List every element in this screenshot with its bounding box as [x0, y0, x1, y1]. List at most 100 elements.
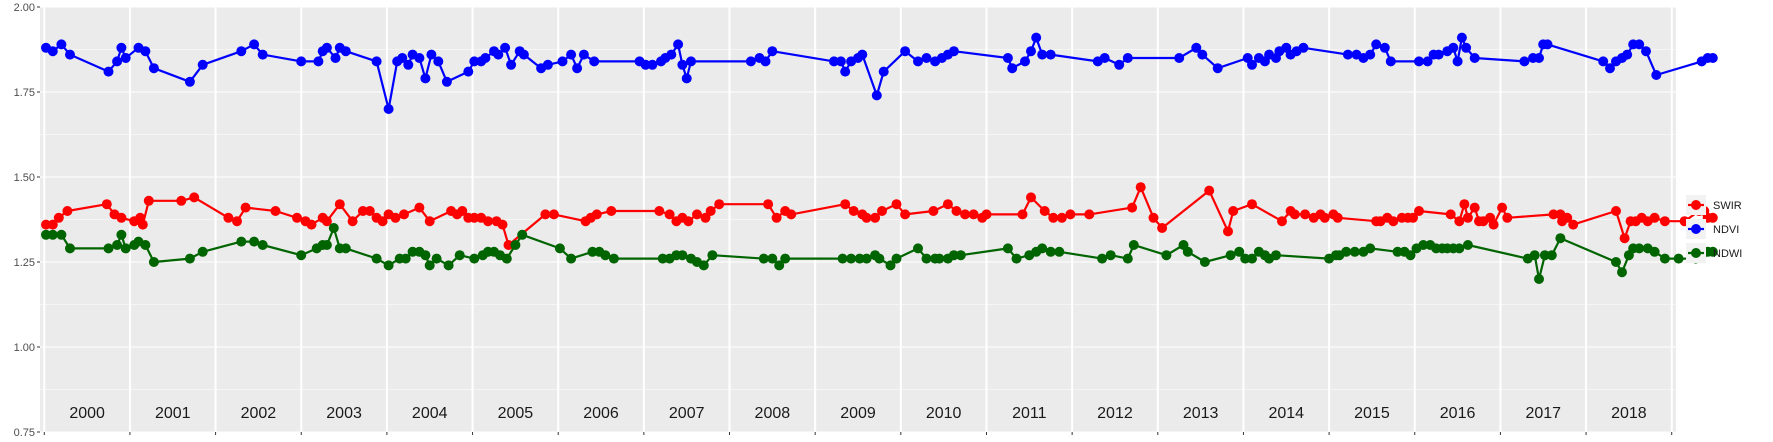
- ndwi-point: [608, 253, 619, 264]
- ndvi-point: [1456, 32, 1467, 43]
- ndvi-point: [557, 56, 568, 67]
- year-label: 2003: [326, 405, 362, 422]
- ndvi-point: [566, 49, 577, 60]
- ndwi-point: [443, 260, 454, 271]
- ndvi-point: [1433, 49, 1444, 60]
- ndwi-point: [707, 250, 718, 261]
- ndvi-point: [913, 56, 923, 67]
- swir-point: [377, 216, 388, 227]
- swir-point: [1332, 212, 1343, 223]
- ndvi-point: [236, 46, 247, 57]
- legend-label-swir: SWIR: [1713, 200, 1742, 212]
- swir-point: [176, 195, 187, 206]
- ndwi-point: [517, 229, 528, 240]
- ndvi-point: [1197, 49, 1208, 60]
- swir-point: [786, 209, 797, 220]
- ndvi-point: [313, 56, 324, 67]
- ndwi-point: [140, 240, 151, 250]
- ndwi-point: [1529, 250, 1540, 261]
- swir-point: [1228, 206, 1239, 216]
- year-labels: 2000 2001 2002 2003 2004 2005 2006 2007 2008 2009…: [69, 405, 1646, 422]
- ndvi-point: [1469, 53, 1480, 63]
- swir-point: [1065, 209, 1076, 220]
- swir-point: [591, 209, 602, 220]
- ndwi-point: [885, 260, 896, 271]
- legend-key-point: [1691, 200, 1701, 210]
- swir-point: [981, 209, 992, 220]
- swir-point: [654, 206, 665, 216]
- ndvi-point: [1031, 32, 1042, 43]
- ndvi-point: [197, 59, 208, 70]
- ndvi-point: [116, 42, 127, 53]
- ndwi-point: [340, 243, 351, 254]
- ndvi-point: [1452, 56, 1463, 67]
- year-label: 2005: [498, 405, 534, 422]
- year-label: 2013: [1183, 405, 1219, 422]
- ndwi-point: [103, 243, 114, 254]
- ndvi-point: [500, 42, 511, 53]
- ndwi-point: [1271, 250, 1281, 261]
- swir-point: [960, 209, 971, 220]
- swir-point: [414, 202, 425, 213]
- ndvi-point: [760, 56, 771, 67]
- ndwi-point: [1054, 246, 1065, 257]
- ndwi-point: [566, 253, 577, 264]
- ndvi-point: [1598, 56, 1609, 67]
- ndwi-point: [120, 243, 131, 254]
- swir-point: [1135, 182, 1146, 193]
- swir-point: [1659, 216, 1670, 227]
- ndvi-point: [1519, 56, 1530, 67]
- ndvi-point: [878, 66, 889, 77]
- ndvi-point: [1026, 46, 1036, 57]
- swir-point: [143, 195, 154, 206]
- swir-point: [189, 192, 200, 203]
- ndvi-point: [140, 46, 151, 57]
- ndvi-point: [1385, 56, 1396, 67]
- ndvi-point: [686, 56, 696, 67]
- swir-point: [399, 209, 409, 220]
- ndwi-point: [677, 250, 688, 261]
- swir-point: [1127, 202, 1138, 213]
- ndvi-point: [148, 63, 159, 74]
- ndvi-point: [1191, 42, 1202, 53]
- ndwi-point: [1225, 250, 1236, 261]
- swir-point: [1414, 206, 1424, 216]
- ndwi-point: [1539, 250, 1550, 261]
- ndwi-point: [1454, 243, 1465, 254]
- legend-key-point: [1691, 248, 1701, 258]
- ndvi-point: [463, 66, 474, 77]
- swir-point: [942, 199, 953, 210]
- legend-label-ndwi: NDWI: [1713, 248, 1742, 260]
- ndwi-point: [371, 253, 382, 264]
- swir-point: [692, 209, 702, 220]
- ndvi-point: [1037, 49, 1048, 60]
- ndwi-point: [913, 243, 923, 254]
- ndwi-point: [698, 260, 709, 271]
- ndvi-point: [1099, 53, 1110, 63]
- y-tick-label: 1.25: [14, 257, 35, 269]
- ndwi-point: [424, 260, 435, 271]
- year-label: 2014: [1268, 405, 1304, 422]
- ndwi-point: [431, 253, 442, 264]
- swir-point: [292, 212, 302, 223]
- ndvi-point: [441, 76, 452, 87]
- ndvi-point: [397, 53, 408, 63]
- year-label: 2006: [583, 405, 619, 422]
- ndwi-point: [56, 229, 67, 240]
- swir-point: [606, 206, 617, 216]
- ndvi-point: [47, 46, 58, 57]
- ndvi-point: [572, 63, 583, 74]
- ndvi-point: [1448, 42, 1459, 53]
- swir-point: [1300, 209, 1311, 220]
- ndvi-point: [383, 104, 394, 114]
- ndwi-point: [1659, 253, 1670, 264]
- ndwi-point: [1649, 246, 1660, 257]
- ndwi-point: [554, 243, 565, 254]
- ndvi-point: [340, 46, 351, 57]
- ndwi-point: [112, 240, 123, 250]
- ndwi-point: [47, 229, 58, 240]
- year-label: 2002: [241, 405, 277, 422]
- y-tick-label: 1.75: [14, 87, 35, 99]
- swir-point: [1048, 212, 1059, 223]
- swir-point: [1157, 223, 1168, 233]
